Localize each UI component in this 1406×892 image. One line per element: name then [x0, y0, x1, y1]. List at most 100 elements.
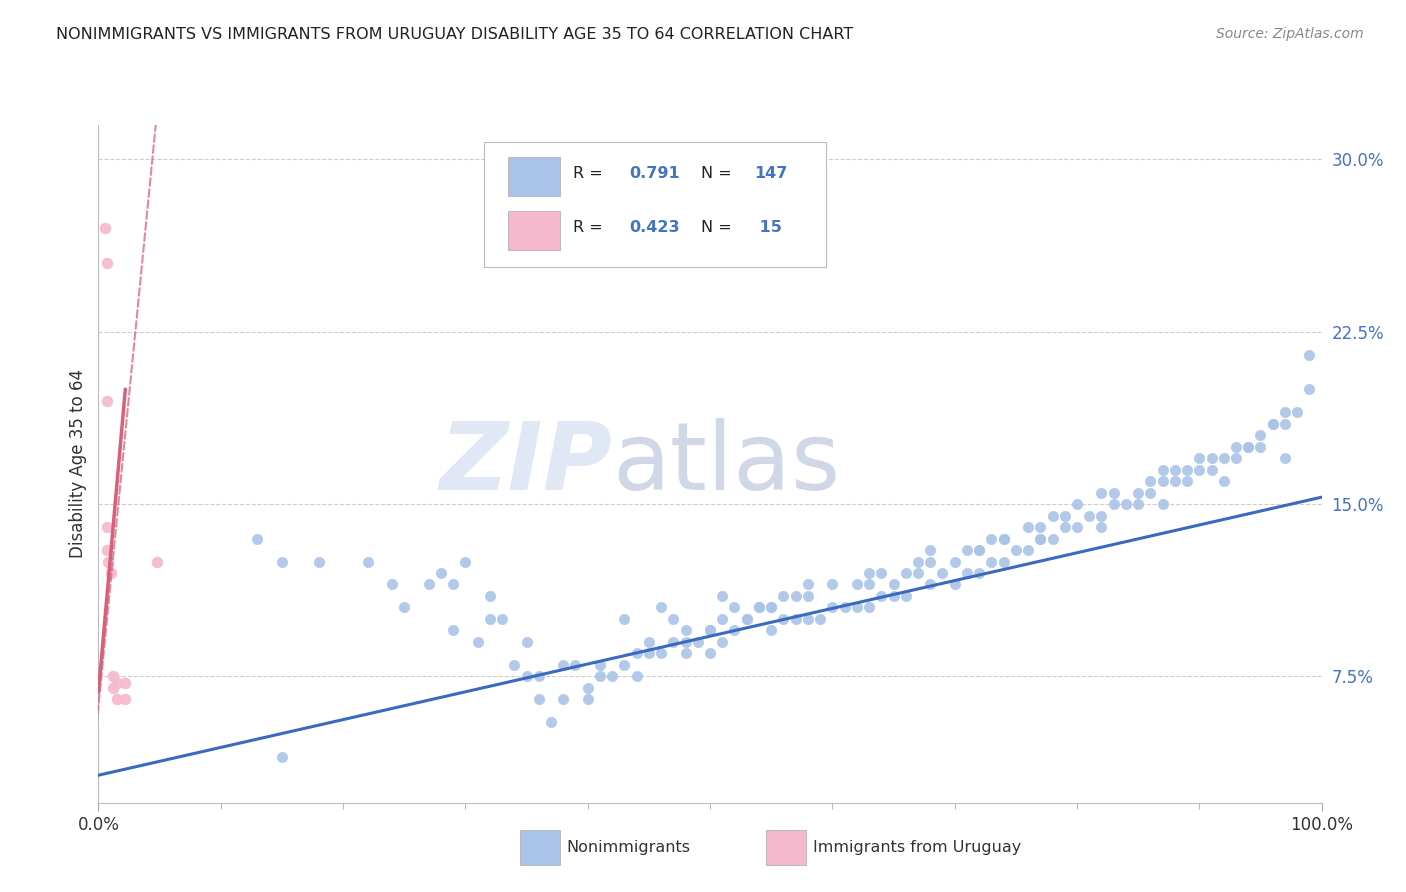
- Text: R =: R =: [574, 220, 607, 235]
- Point: [1042, 532, 1064, 546]
- Point: [515, 635, 537, 649]
- Point: [527, 669, 550, 683]
- Point: [1139, 474, 1161, 488]
- Point: [1115, 497, 1137, 511]
- Point: [101, 681, 124, 695]
- Point: [626, 669, 648, 683]
- Point: [1225, 440, 1247, 454]
- Point: [845, 600, 868, 615]
- Point: [675, 635, 697, 649]
- Point: [883, 589, 905, 603]
- Point: [1042, 508, 1064, 523]
- Point: [1053, 520, 1076, 534]
- Point: [1152, 474, 1174, 488]
- Point: [1201, 462, 1223, 476]
- Point: [1078, 508, 1101, 523]
- Point: [1029, 532, 1052, 546]
- Point: [650, 600, 672, 615]
- Point: [491, 612, 513, 626]
- Point: [564, 657, 586, 672]
- Point: [515, 669, 537, 683]
- Point: [675, 624, 697, 638]
- Point: [308, 554, 330, 568]
- Point: [858, 600, 880, 615]
- Point: [96, 256, 118, 270]
- Point: [686, 635, 709, 649]
- Point: [100, 566, 122, 580]
- Point: [1128, 497, 1150, 511]
- Point: [1017, 520, 1039, 534]
- Point: [1017, 543, 1039, 558]
- Point: [1102, 485, 1125, 500]
- Point: [454, 554, 477, 568]
- Point: [478, 612, 501, 626]
- Point: [553, 657, 575, 672]
- Point: [785, 612, 807, 626]
- Point: [105, 692, 128, 706]
- Point: [723, 624, 745, 638]
- Point: [527, 692, 550, 706]
- Text: ZIP: ZIP: [439, 417, 612, 510]
- Point: [600, 669, 623, 683]
- Point: [772, 612, 794, 626]
- FancyBboxPatch shape: [508, 157, 560, 196]
- Point: [1066, 497, 1088, 511]
- Point: [907, 566, 929, 580]
- Point: [1004, 543, 1026, 558]
- Point: [1237, 440, 1260, 454]
- Point: [356, 554, 378, 568]
- Point: [993, 532, 1015, 546]
- Point: [270, 749, 294, 764]
- Point: [748, 600, 770, 615]
- Point: [553, 692, 575, 706]
- Point: [96, 543, 118, 558]
- Point: [1090, 508, 1112, 523]
- Point: [650, 647, 672, 661]
- Point: [1152, 462, 1174, 476]
- Point: [1212, 474, 1234, 488]
- Point: [1249, 440, 1271, 454]
- Point: [894, 566, 917, 580]
- Point: [381, 577, 404, 591]
- Point: [967, 566, 990, 580]
- Point: [870, 589, 893, 603]
- Point: [931, 566, 953, 580]
- Point: [1090, 520, 1112, 534]
- Point: [943, 554, 966, 568]
- Point: [834, 600, 856, 615]
- Point: [1188, 462, 1211, 476]
- Point: [662, 635, 685, 649]
- Point: [993, 532, 1015, 546]
- Point: [772, 589, 794, 603]
- Point: [114, 676, 136, 690]
- Point: [920, 577, 942, 591]
- Point: [1152, 497, 1174, 511]
- Point: [1225, 451, 1247, 466]
- Point: [1274, 417, 1296, 431]
- Point: [870, 566, 893, 580]
- Point: [993, 554, 1015, 568]
- Point: [1164, 462, 1187, 476]
- Point: [441, 624, 464, 638]
- Point: [1175, 462, 1198, 476]
- Point: [1053, 508, 1076, 523]
- Point: [576, 681, 599, 695]
- Point: [93, 49, 115, 63]
- Point: [920, 554, 942, 568]
- Text: atlas: atlas: [612, 417, 841, 510]
- Point: [735, 612, 758, 626]
- Point: [956, 566, 979, 580]
- Point: [1274, 405, 1296, 419]
- Point: [441, 577, 464, 591]
- Text: Source: ZipAtlas.com: Source: ZipAtlas.com: [1216, 27, 1364, 41]
- Point: [1261, 417, 1284, 431]
- Text: N =: N =: [702, 166, 737, 181]
- Point: [711, 589, 734, 603]
- Point: [821, 600, 844, 615]
- Point: [797, 612, 820, 626]
- Point: [540, 715, 562, 730]
- Point: [418, 577, 440, 591]
- Text: Nonimmigrants: Nonimmigrants: [567, 840, 690, 855]
- Point: [1261, 417, 1284, 431]
- Point: [1066, 520, 1088, 534]
